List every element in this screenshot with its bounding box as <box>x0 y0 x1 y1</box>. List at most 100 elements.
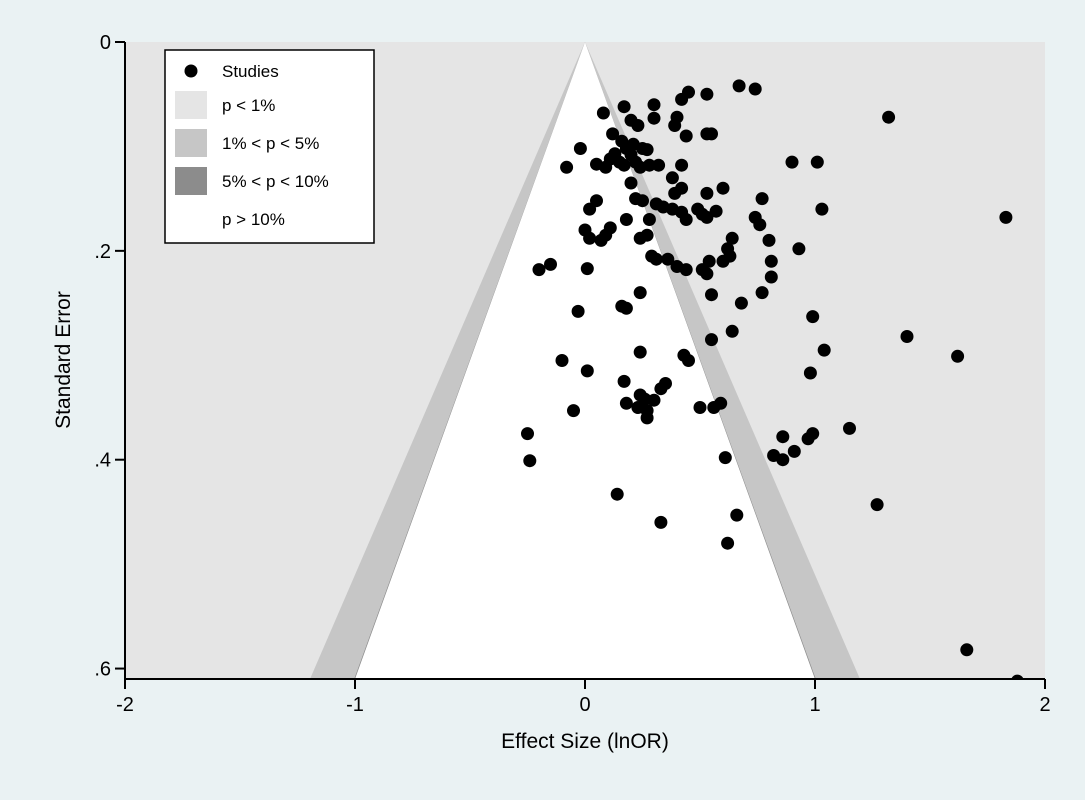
study-point <box>606 127 620 141</box>
study-point <box>705 333 718 347</box>
study-point <box>571 304 585 318</box>
study-point <box>817 343 831 357</box>
study-point <box>755 192 769 206</box>
study-point <box>755 286 769 300</box>
study-point <box>544 257 557 271</box>
study-point <box>647 111 661 125</box>
legend: Studies p < 1% 1% < p < 5% 5% < p < 10% p > … <box>164 49 375 244</box>
study-point <box>764 270 778 284</box>
study-point <box>640 143 654 157</box>
study-point <box>734 296 748 310</box>
study-point <box>843 421 856 435</box>
study-point <box>709 204 723 218</box>
study-point <box>573 142 587 155</box>
study-point <box>647 98 661 112</box>
study-point <box>679 263 693 277</box>
x-tick-label: 2 <box>1039 694 1050 716</box>
x-tick-label: 1 <box>809 694 820 716</box>
legend-swatch <box>175 167 207 195</box>
study-point <box>631 119 645 132</box>
study-point <box>716 254 730 268</box>
legend-label: p > 10% <box>222 210 285 229</box>
study-point <box>716 181 730 195</box>
study-point <box>679 129 693 143</box>
x-axis-label: Effect Size (lnOR) <box>501 730 669 753</box>
study-point <box>700 186 714 200</box>
study-point <box>633 160 647 174</box>
study-point <box>764 254 778 268</box>
study-point <box>619 301 633 315</box>
y-axis-label: Standard Error <box>52 291 75 429</box>
legend-label: p < 1% <box>222 96 275 115</box>
contour-p-10- <box>355 42 815 679</box>
study-point <box>732 79 746 93</box>
study-point <box>900 330 914 343</box>
study-point <box>1011 674 1024 679</box>
study-point <box>633 231 647 245</box>
study-point <box>654 515 668 529</box>
study-point <box>619 396 633 410</box>
study-point <box>617 374 631 388</box>
study-point <box>787 444 801 458</box>
study-point <box>583 231 597 245</box>
study-point <box>999 210 1013 224</box>
study-point <box>801 432 815 446</box>
significance-contours <box>310 42 860 679</box>
study-point <box>654 382 668 396</box>
study-point <box>675 158 689 172</box>
study-point <box>523 454 537 468</box>
study-point <box>624 176 638 190</box>
study-point <box>675 92 689 106</box>
study-point <box>619 213 633 226</box>
study-point <box>532 263 546 277</box>
study-point <box>652 158 666 172</box>
study-point <box>785 155 799 169</box>
study-point <box>633 345 647 359</box>
study-point <box>803 366 817 380</box>
study-point <box>594 233 608 247</box>
study-point <box>707 401 721 414</box>
study-point <box>810 155 824 169</box>
study-point <box>679 213 693 226</box>
study-point <box>633 286 647 300</box>
y-tick-label: .6 <box>94 659 111 681</box>
study-point <box>705 288 718 302</box>
study-point <box>693 401 707 414</box>
study-point <box>960 643 974 657</box>
legend-label: 5% < p < 10% <box>222 172 329 191</box>
study-point <box>792 242 806 256</box>
study-point <box>815 202 829 216</box>
study-point <box>617 158 631 172</box>
study-point <box>555 354 569 367</box>
study-point <box>610 487 624 501</box>
study-point <box>668 186 682 200</box>
study-point <box>776 453 790 467</box>
study-point <box>521 427 534 441</box>
study-point <box>636 194 649 208</box>
study-point <box>580 364 594 378</box>
study-point <box>748 82 762 96</box>
study-point <box>705 127 718 141</box>
x-tick-label: -1 <box>346 694 364 716</box>
study-point <box>806 310 820 324</box>
legend-swatch <box>175 91 207 119</box>
study-point <box>700 87 714 101</box>
y-tick-label: .4 <box>94 450 111 472</box>
study-point <box>725 231 739 245</box>
study-point <box>753 218 767 232</box>
study-point <box>580 262 594 276</box>
study-point <box>951 349 965 363</box>
study-point <box>661 252 675 266</box>
x-tick-label: 0 <box>579 694 590 716</box>
study-point <box>599 160 613 174</box>
y-tick-label: 0 <box>100 32 111 54</box>
legend-label: Studies <box>222 62 279 81</box>
study-point <box>642 213 656 226</box>
study-point <box>882 110 896 124</box>
study-point <box>718 451 732 465</box>
study-point <box>870 498 884 512</box>
x-tick-label: -2 <box>116 694 134 716</box>
study-point <box>596 106 610 120</box>
study-point <box>682 354 695 367</box>
